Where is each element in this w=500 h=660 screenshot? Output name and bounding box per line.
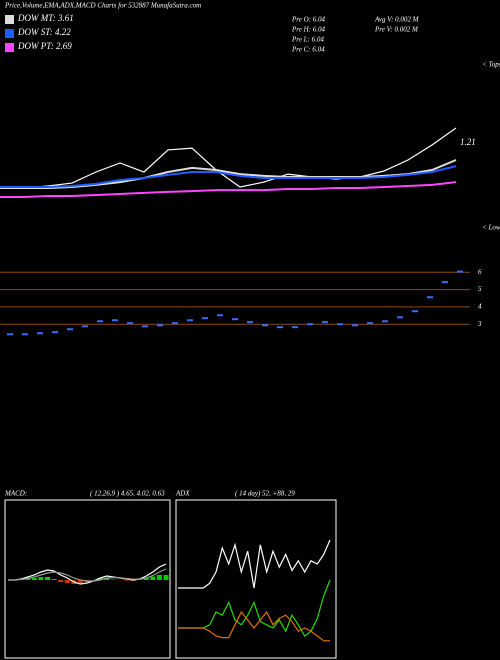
macd-frame <box>4 499 171 659</box>
series-line <box>8 568 167 582</box>
y-tick-label: 4 <box>478 303 482 311</box>
info: Pre L: 6.04 <box>291 36 324 44</box>
histogram-bar <box>143 578 149 580</box>
histogram-bar <box>123 580 130 581</box>
histogram-bar <box>31 578 37 580</box>
legend-swatch <box>5 29 14 38</box>
panel-subtitle: ( 14 day) 52, +88, 29 <box>235 490 295 498</box>
panel-title: MACD: <box>4 490 27 498</box>
series-line <box>0 127 457 189</box>
series-line <box>178 539 331 589</box>
histogram-bar <box>44 577 51 580</box>
adx-frame <box>175 499 337 659</box>
y-tick-label: 5 <box>478 285 482 293</box>
histogram-bar <box>156 575 162 580</box>
legend-label: DOW PT: 2.69 <box>17 41 72 51</box>
volume: Pre V: 0.002 M <box>374 26 419 34</box>
y-tick-label: 6 <box>478 268 482 276</box>
chart-title: Price,Volume,EMA,ADX,MACD Charts for 532… <box>4 2 201 10</box>
annotation: 1.21 <box>460 137 476 147</box>
histogram-bar <box>38 577 44 580</box>
histogram-bar <box>150 576 156 580</box>
info: Pre C: 6.04 <box>291 46 325 54</box>
panel-title: ADX <box>175 490 190 498</box>
legend-label: DOW ST: 4.22 <box>17 27 71 37</box>
histogram-bar <box>77 580 83 584</box>
legend-label: DOW MT: 3.61 <box>17 13 74 23</box>
tops-label: < Tops <box>482 61 500 69</box>
volume: Avg V: 0.002 M <box>374 16 420 24</box>
histogram-bar <box>64 580 70 583</box>
series-line <box>0 165 457 188</box>
series-line <box>178 610 330 642</box>
histogram-bar <box>25 578 31 580</box>
histogram-bar <box>58 580 64 582</box>
panel-subtitle: ( 12,26,9 ) 4.65, 4.02, 0.63 <box>90 490 165 498</box>
series-line <box>0 181 457 198</box>
y-tick-label: 3 <box>477 320 482 328</box>
legend-swatch <box>5 15 14 24</box>
info: Pre O: 6.04 <box>291 16 325 24</box>
histogram-bar <box>163 575 169 580</box>
legend-swatch <box>5 43 14 52</box>
histogram-bar <box>110 579 116 580</box>
info: Pre H: 6.04 <box>291 26 325 34</box>
histogram-bar <box>51 579 57 580</box>
histogram-bar <box>104 578 110 580</box>
histogram-bar <box>97 578 103 580</box>
lows-label: < Lows <box>482 224 500 232</box>
